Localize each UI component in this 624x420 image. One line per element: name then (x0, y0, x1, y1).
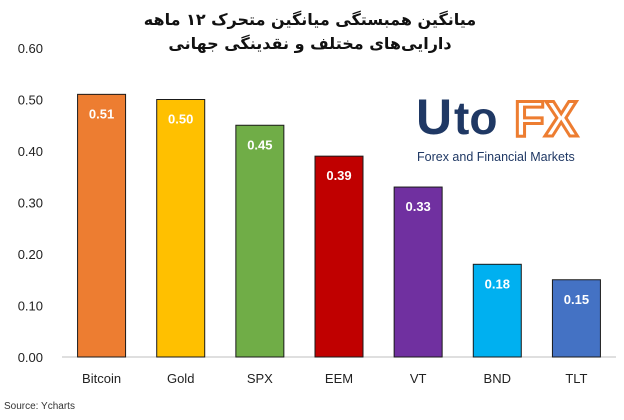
bar-vt (393, 186, 443, 358)
y-tick-label: 0.40 (18, 144, 43, 159)
x-tick-label-bnd: BND (484, 371, 511, 386)
x-tick-label-spx: SPX (247, 371, 273, 386)
chart-title-line-2: دارایی‌های مختلف و نقدینگی جهانی (168, 34, 452, 53)
x-tick-label-eem: EEM (325, 371, 353, 386)
x-tick-label-tlt: TLT (565, 371, 587, 386)
data-label-tlt: 0.15 (564, 292, 589, 307)
data-label-eem: 0.39 (326, 168, 351, 183)
axes: 0.00 0.10 0.20 0.30 0.40 0.50 0.60 Bitcoin Gold S… (18, 41, 616, 386)
bar-bitcoin (77, 93, 127, 358)
data-labels: 0.51 0.50 0.45 0.39 0.33 0.18 0.15 (89, 106, 589, 306)
y-tick-label: 0.20 (18, 247, 43, 262)
logo-letter-u: U (416, 89, 452, 145)
y-tick-label: 0.60 (18, 41, 43, 56)
bar-bnd (472, 263, 522, 358)
chart-title: میانگین همبستگی میانگین متحرک ۱۲ ماهه دا… (100, 8, 520, 56)
data-label-vt: 0.33 (405, 199, 430, 214)
data-label-gold: 0.50 (168, 112, 193, 127)
bar-spx (235, 124, 285, 358)
utofx-logo: U to FX Forex and Financial Markets (416, 89, 579, 164)
bar-eem (314, 155, 364, 358)
data-label-bnd: 0.18 (485, 276, 510, 291)
data-label-bitcoin: 0.51 (89, 106, 114, 121)
bars (77, 93, 601, 358)
chart-title-line-1: میانگین همبستگی میانگین متحرک ۱۲ ماهه (143, 10, 477, 29)
bar-tlt (551, 279, 601, 358)
y-tick-label: 0.30 (18, 196, 43, 211)
y-tick-label: 0.00 (18, 350, 43, 365)
source-note: Source: Ycharts (4, 401, 75, 412)
logo-letters-fx: FX (514, 91, 578, 147)
y-tick-label: 0.10 (18, 299, 43, 314)
y-tick-label: 0.50 (18, 93, 43, 108)
bar-gold (156, 99, 206, 358)
data-label-spx: 0.45 (247, 137, 272, 152)
logo-tagline: Forex and Financial Markets (417, 150, 575, 164)
x-tick-label-vt: VT (410, 371, 427, 386)
logo-letters-to: to (454, 92, 497, 144)
x-tick-label-bitcoin: Bitcoin (82, 371, 121, 386)
x-tick-label-gold: Gold (167, 371, 194, 386)
